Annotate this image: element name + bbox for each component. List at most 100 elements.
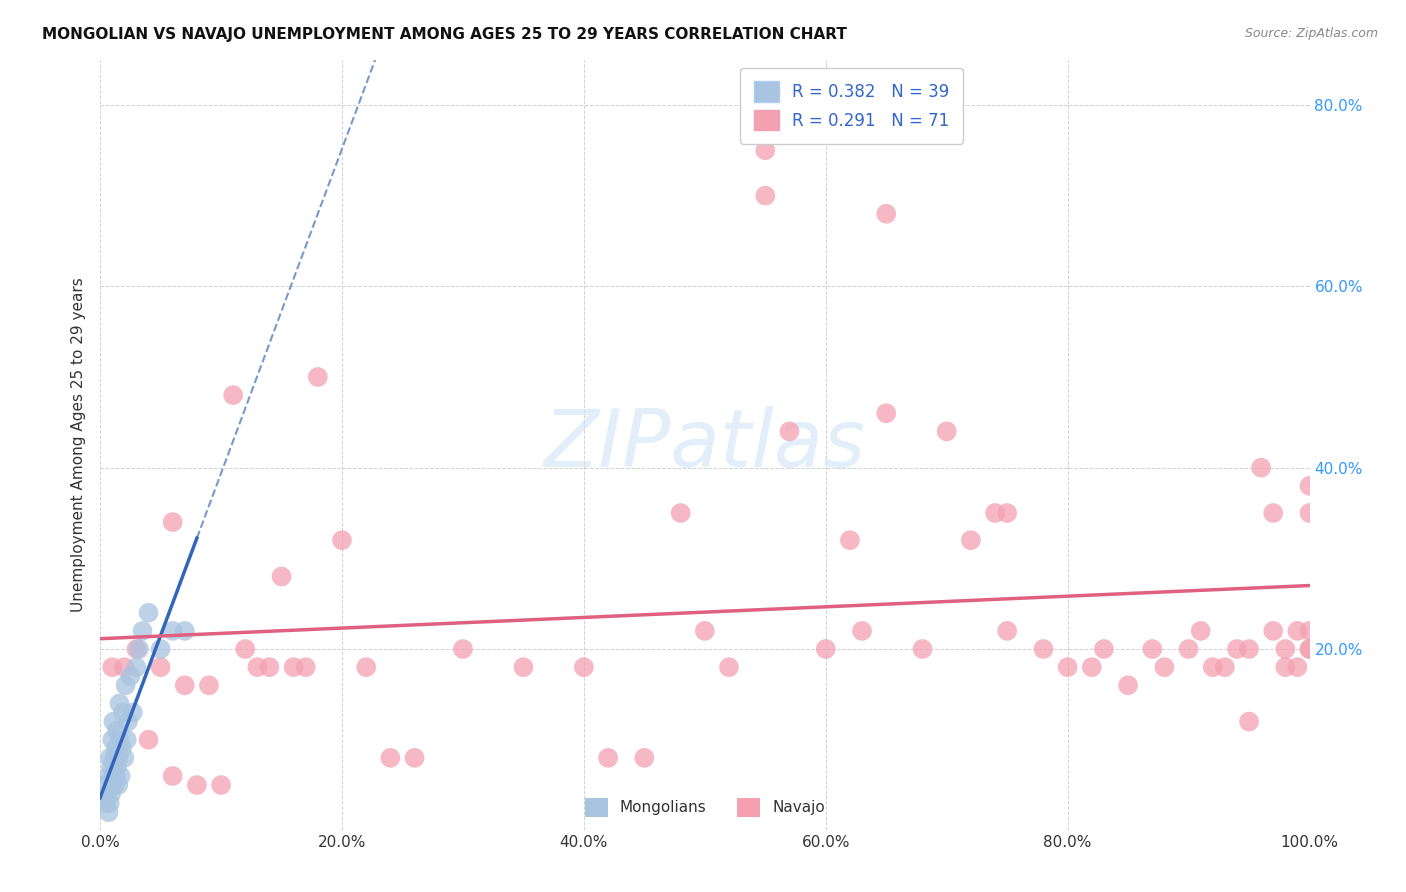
Point — [93, 778, 115, 792]
Point — [128, 642, 150, 657]
Point — [97, 805, 120, 820]
Point — [259, 660, 281, 674]
Point — [754, 143, 776, 157]
Point — [100, 787, 122, 801]
Y-axis label: Unemployment Among Ages 25 to 29 years: Unemployment Among Ages 25 to 29 years — [72, 277, 86, 613]
Point — [112, 660, 135, 674]
Point — [995, 624, 1018, 638]
Point — [1298, 479, 1320, 493]
Point — [107, 751, 129, 765]
Point — [1237, 642, 1260, 657]
Point — [112, 751, 135, 765]
Point — [1081, 660, 1104, 674]
Point — [107, 778, 129, 792]
Point — [112, 706, 135, 720]
Point — [875, 406, 897, 420]
Point — [1213, 660, 1236, 674]
Point — [596, 751, 619, 765]
Point — [111, 741, 134, 756]
Point — [669, 506, 692, 520]
Point — [97, 769, 120, 783]
Point — [839, 533, 862, 548]
Point — [1202, 660, 1225, 674]
Point — [110, 769, 132, 783]
Point — [294, 660, 316, 674]
Point — [162, 769, 184, 783]
Point — [1286, 660, 1309, 674]
Point — [718, 660, 741, 674]
Point — [108, 697, 131, 711]
Point — [209, 778, 232, 792]
Point — [149, 660, 172, 674]
Point — [1250, 460, 1272, 475]
Point — [960, 533, 983, 548]
Point — [101, 778, 124, 792]
Point — [404, 751, 426, 765]
Point — [354, 660, 377, 674]
Point — [1298, 642, 1320, 657]
Point — [1274, 660, 1296, 674]
Point — [173, 624, 195, 638]
Point — [125, 660, 148, 674]
Point — [96, 787, 118, 801]
Point — [1263, 506, 1285, 520]
Point — [633, 751, 655, 765]
Point — [104, 778, 127, 792]
Point — [1116, 678, 1139, 692]
Point — [104, 751, 127, 765]
Point — [572, 660, 595, 674]
Point — [104, 769, 127, 783]
Point — [1092, 642, 1115, 657]
Point — [125, 642, 148, 657]
Point — [1056, 660, 1078, 674]
Point — [814, 642, 837, 657]
Point — [995, 506, 1018, 520]
Point — [1298, 506, 1320, 520]
Point — [380, 751, 402, 765]
Point — [101, 732, 124, 747]
Point — [1274, 642, 1296, 657]
Point — [283, 660, 305, 674]
Point — [121, 706, 143, 720]
Point — [875, 207, 897, 221]
Point — [1226, 642, 1249, 657]
Text: ZIPatlas: ZIPatlas — [544, 406, 866, 484]
Point — [1263, 624, 1285, 638]
Point — [98, 751, 121, 765]
Point — [1237, 714, 1260, 729]
Point — [984, 506, 1007, 520]
Point — [104, 741, 127, 756]
Point — [233, 642, 256, 657]
Point — [198, 678, 221, 692]
Point — [117, 714, 139, 729]
Point — [1153, 660, 1175, 674]
Point — [186, 778, 208, 792]
Point — [512, 660, 534, 674]
Point — [120, 669, 142, 683]
Point — [1286, 624, 1309, 638]
Point — [131, 624, 153, 638]
Point — [103, 769, 125, 783]
Point — [162, 515, 184, 529]
Point — [270, 569, 292, 583]
Point — [451, 642, 474, 657]
Point — [138, 732, 160, 747]
Point — [1298, 624, 1320, 638]
Point — [246, 660, 269, 674]
Point — [103, 714, 125, 729]
Point — [96, 796, 118, 810]
Point — [108, 732, 131, 747]
Point — [754, 188, 776, 202]
Point — [162, 624, 184, 638]
Point — [149, 642, 172, 657]
Point — [1298, 642, 1320, 657]
Point — [114, 678, 136, 692]
Point — [1189, 624, 1212, 638]
Point — [935, 425, 957, 439]
Legend: Mongolians, Navajo: Mongolians, Navajo — [578, 792, 831, 822]
Point — [105, 760, 128, 774]
Point — [1032, 642, 1054, 657]
Point — [173, 678, 195, 692]
Point — [98, 796, 121, 810]
Point — [1177, 642, 1199, 657]
